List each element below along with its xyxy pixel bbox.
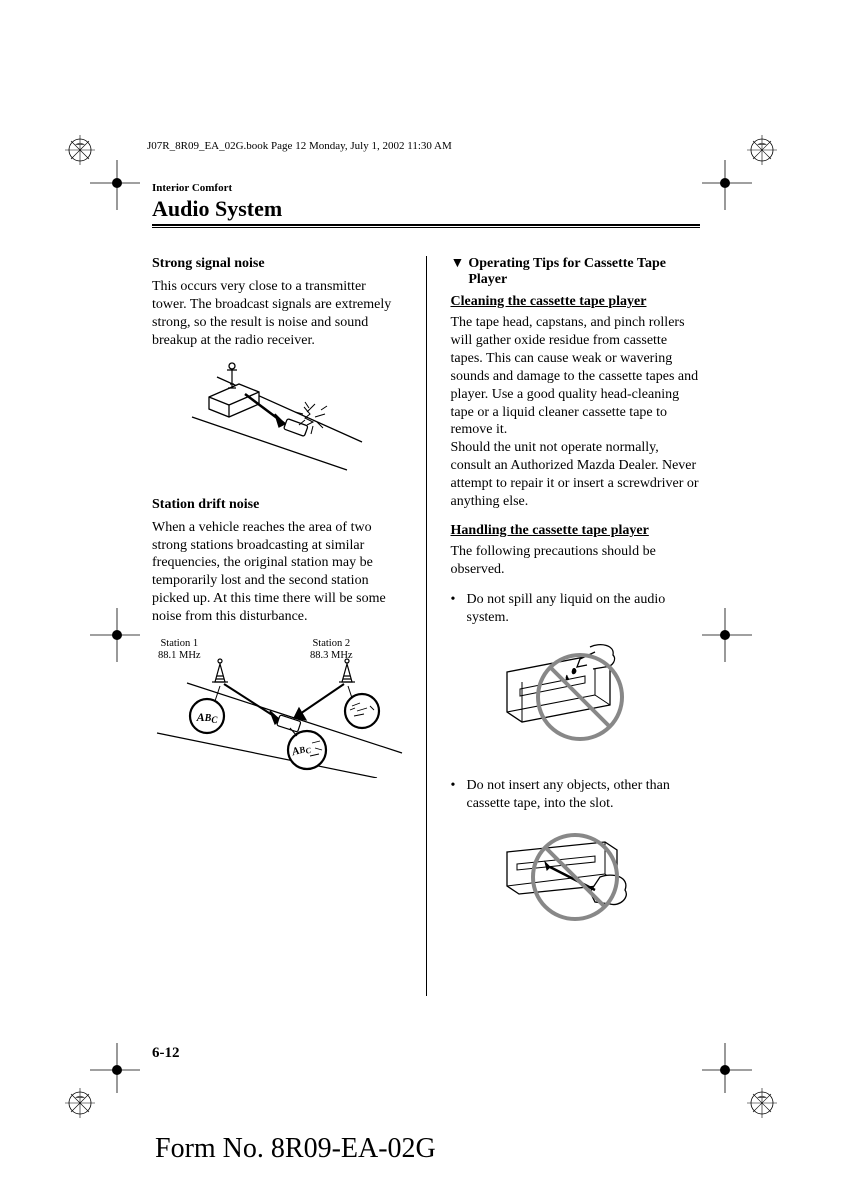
rule-thin	[152, 227, 700, 228]
para-cleaning-2: Should the unit not operate normally, co…	[451, 439, 701, 511]
figure-station-drift: Station 1 88.1 MHz Station 2 88.3 MHz	[152, 638, 402, 778]
subhead-handling: Handling the cassette tape player	[451, 523, 701, 539]
para-strong-signal: This occurs very close to a transmitter …	[152, 278, 402, 350]
heading-station-drift: Station drift noise	[152, 497, 402, 513]
bullet-no-objects: Do not insert any objects, other than ca…	[451, 777, 701, 813]
figure-no-objects	[451, 822, 701, 942]
file-header-text: J07R_8R09_EA_02G.book Page 12 Monday, Ju…	[147, 140, 700, 152]
bullet-no-liquid: Do not spill any liquid on the audio sys…	[451, 591, 701, 627]
form-number: Form No. 8R09-EA-02G	[155, 1133, 436, 1165]
bullet-list-2: Do not insert any objects, other than ca…	[451, 777, 701, 813]
column-divider	[426, 256, 427, 996]
para-cleaning-1: The tape head, capstans, and pinch rolle…	[451, 314, 701, 439]
figure-transmitter	[152, 362, 402, 477]
para-station-drift: When a vehicle reaches the area of two s…	[152, 519, 402, 626]
crop-mark-br	[702, 1043, 782, 1123]
left-column: Strong signal noise This occurs very clo…	[152, 256, 402, 996]
heading-strong-signal: Strong signal noise	[152, 256, 402, 272]
subhead-cleaning: Cleaning the cassette tape player	[451, 294, 701, 310]
right-column: ▼ Operating Tips for Cassette Tape Playe…	[451, 256, 701, 996]
crop-mark-tl	[60, 130, 140, 210]
page-number: 6-12	[152, 1045, 180, 1062]
figure-no-liquid	[451, 637, 701, 757]
page-content: J07R_8R09_EA_02G.book Page 12 Monday, Ju…	[152, 140, 700, 996]
main-title: Audio System	[152, 196, 700, 222]
crop-mark-tr	[702, 130, 782, 210]
crop-mark-ml	[60, 595, 140, 675]
triangle-bullet-icon: ▼	[451, 256, 465, 288]
bullet-list: Do not spill any liquid on the audio sys…	[451, 591, 701, 627]
two-columns: Strong signal noise This occurs very clo…	[152, 256, 700, 996]
heading-cassette-tips: ▼ Operating Tips for Cassette Tape Playe…	[451, 256, 701, 288]
para-handling: The following precautions should be obse…	[451, 543, 701, 579]
section-label: Interior Comfort	[152, 182, 700, 194]
crop-mark-bl	[60, 1043, 140, 1123]
crop-mark-mr	[702, 595, 782, 675]
rule-thick	[152, 224, 700, 226]
